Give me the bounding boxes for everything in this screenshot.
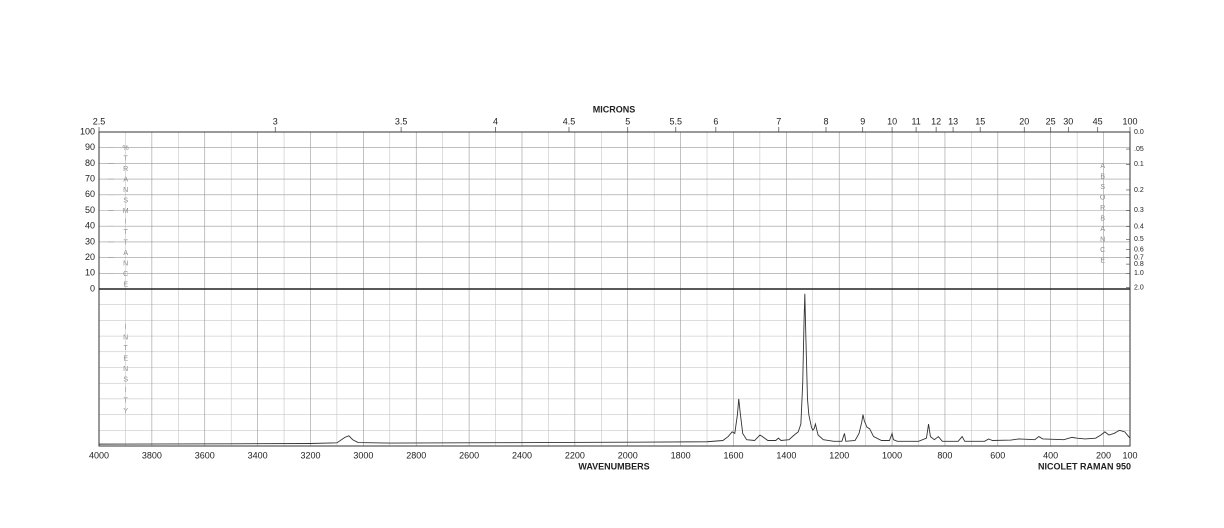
y2-tick-label: .05: [1134, 146, 1144, 153]
x-tick-label: 1400: [776, 450, 796, 460]
absorbance-label: ABSORBANCE: [1099, 163, 1106, 268]
x-tick-label: 3600: [195, 450, 215, 460]
x-tick-label: 2800: [406, 450, 426, 460]
micron-tick-label: 15: [975, 116, 985, 126]
y2-tick-label: 2.0: [1134, 284, 1144, 291]
x-tick-label: 2400: [512, 450, 532, 460]
y2-tick-label: 0.2: [1134, 187, 1144, 194]
micron-tick-label: 9: [860, 116, 865, 126]
micron-tick-label: 4: [493, 116, 498, 126]
x-tick-label: 800: [937, 450, 952, 460]
x-tick-label: 1000: [882, 450, 902, 460]
y-tick-label: 0: [90, 283, 95, 293]
micron-tick-label: 11: [911, 116, 920, 126]
y2-tick-label: 0.7: [1134, 255, 1144, 262]
micron-tick-label: 3.5: [395, 116, 408, 126]
x-tick-label: 3400: [248, 450, 268, 460]
y-tick-label: 30: [85, 236, 95, 246]
micron-tick-label: 20: [1019, 116, 1029, 126]
micron-tick-label: 4.5: [563, 116, 576, 126]
x-tick-label: 1200: [829, 450, 849, 460]
x-tick-label: 4000: [89, 450, 109, 460]
x-tick-label: 2000: [618, 450, 638, 460]
y-tick-label: 100: [80, 126, 95, 136]
x-tick-label: 600: [990, 450, 1005, 460]
y2-tick-label: 0.5: [1134, 236, 1144, 243]
y-tick-label: 40: [85, 221, 95, 231]
top-axis-title: MICRONS: [593, 104, 636, 114]
micron-tick-label: 12: [931, 116, 941, 126]
y-tick-label: 20: [85, 252, 95, 262]
y-tick-label: 80: [85, 158, 95, 168]
y-tick-label: 90: [85, 142, 95, 152]
micron-tick-label: 5.5: [670, 116, 683, 126]
y-tick-label: 10: [85, 268, 95, 278]
x-tick-label: 200: [1096, 450, 1111, 460]
y2-tick-label: 0.3: [1134, 207, 1144, 214]
micron-tick-label: 3: [273, 116, 278, 126]
x-tick-label: 3000: [353, 450, 373, 460]
micron-tick-label: 13: [948, 116, 958, 126]
micron-tick-label: 6: [713, 116, 718, 126]
micron-tick-label: 100: [1122, 116, 1137, 126]
x-tick-label: 1600: [723, 450, 743, 460]
y2-tick-label: 1.0: [1134, 270, 1144, 277]
micron-tick-label: 8: [823, 116, 828, 126]
micron-tick-label: 10: [887, 116, 897, 126]
instrument-label: NICOLET RAMAN 950: [1038, 461, 1131, 471]
y2-tick-label: 0.0: [1134, 129, 1144, 136]
y-tick-label: 50: [85, 205, 95, 215]
y2-tick-label: 0.4: [1134, 223, 1144, 230]
micron-tick-label: 25: [1046, 116, 1056, 126]
y-tick-label: 70: [85, 173, 95, 183]
x-tick-label: 100: [1122, 450, 1137, 460]
y2-tick-label: 0.6: [1134, 246, 1144, 253]
x-tick-label: 2200: [565, 450, 585, 460]
x-tick-label: 3200: [300, 450, 320, 460]
micron-tick-label: 45: [1093, 116, 1103, 126]
x-tick-label: 1800: [671, 450, 691, 460]
x-axis-title: WAVENUMBERS: [578, 461, 649, 471]
y2-tick-label: 0.8: [1134, 261, 1144, 268]
micron-tick-label: 7: [776, 116, 781, 126]
x-tick-label: 3800: [142, 450, 162, 460]
micron-tick-label: 30: [1063, 116, 1073, 126]
spectrum-line: [98, 293, 1131, 445]
x-tick-label: 400: [1043, 450, 1058, 460]
micron-tick-label: 5: [625, 116, 630, 126]
y-tick-label: 60: [85, 189, 95, 199]
y2-tick-label: 0.1: [1134, 161, 1144, 168]
micron-tick-label: 2.5: [93, 116, 106, 126]
x-tick-label: 2600: [459, 450, 479, 460]
